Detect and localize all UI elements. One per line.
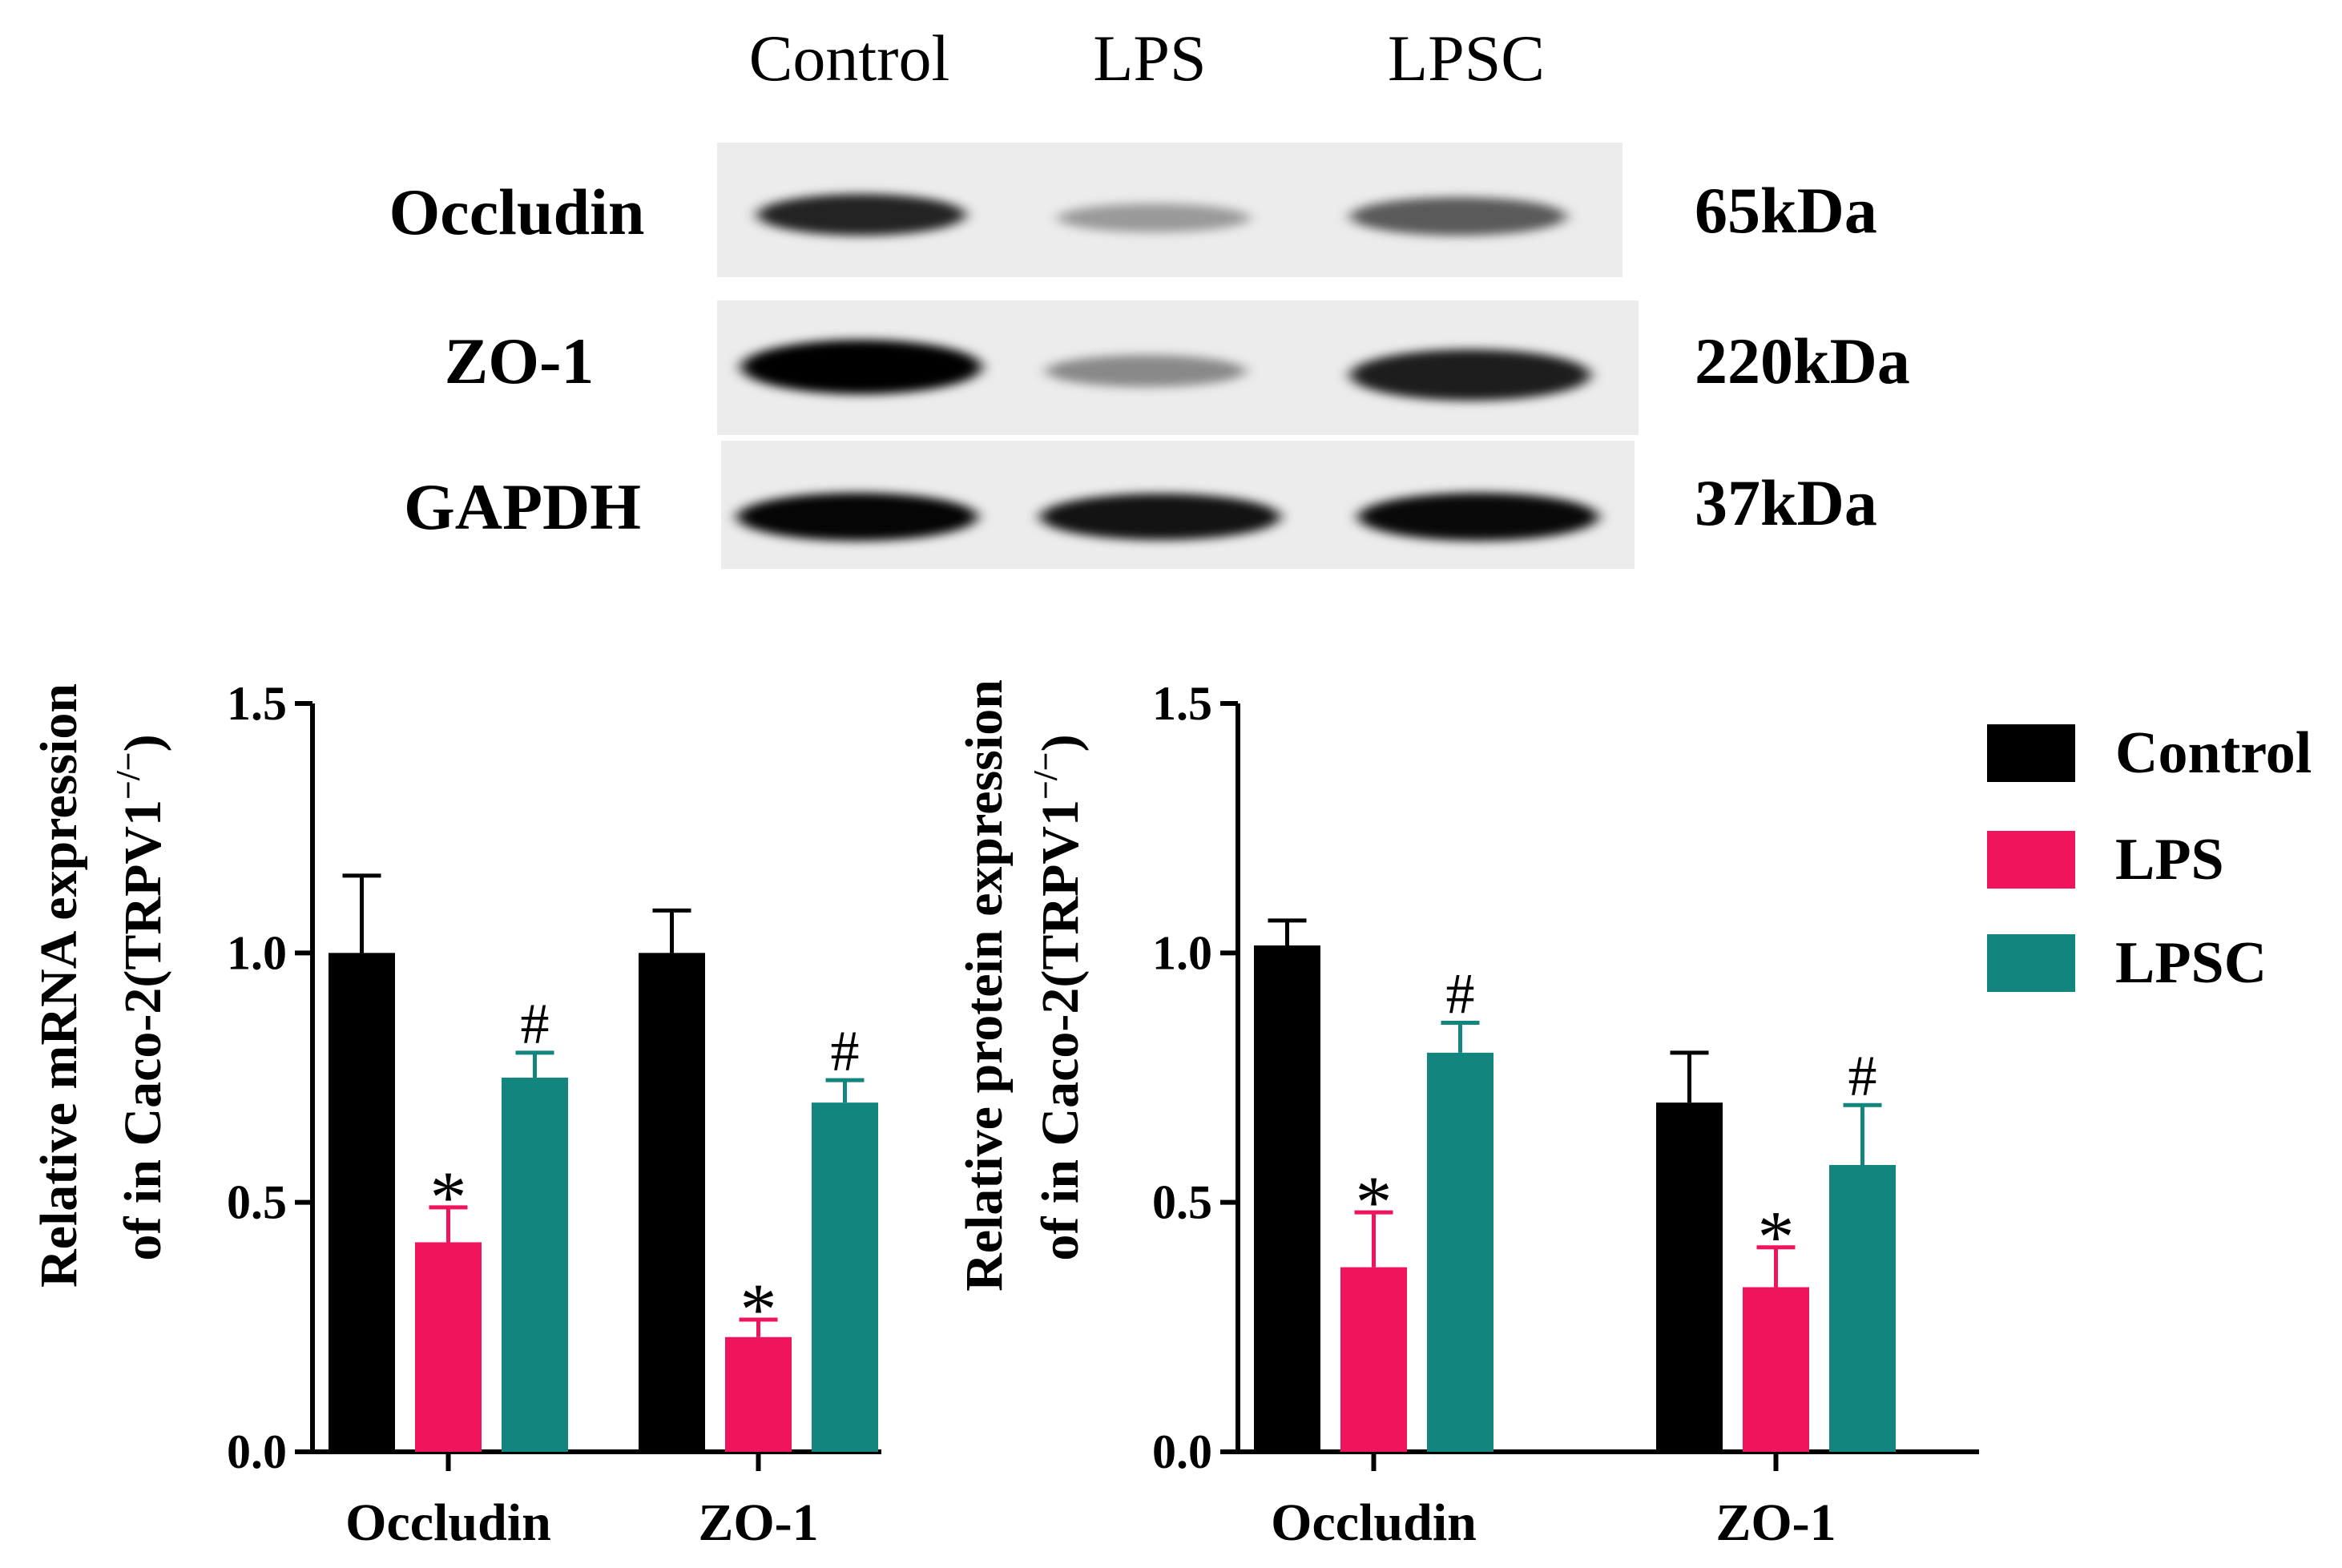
band-gapdh-lpsc (1358, 493, 1598, 541)
chart0-bar (415, 1242, 482, 1452)
size-label-gapdh: 37kDa (1695, 466, 1877, 539)
chart0-significance-mark: * (430, 1156, 467, 1238)
lane-label-lpsc: LPSC (1388, 22, 1545, 95)
chart0-bar (725, 1336, 792, 1452)
chart1-significance-mark: * (1758, 1196, 1795, 1278)
legend-label-control: Control (2115, 720, 2312, 786)
chart0-ytick-label: 0.5 (227, 1176, 287, 1229)
protein-label-occludin: Occludin (389, 175, 645, 248)
legend-swatch-control (1987, 724, 2075, 782)
lane-label-control: Control (749, 22, 950, 95)
chart0-bar (502, 1078, 568, 1452)
legend-swatch-lps (1987, 831, 2075, 889)
chart1-bar (1656, 1102, 1723, 1452)
chart0-xtick-label: ZO-1 (698, 1493, 818, 1552)
bands-zo1 (741, 340, 1590, 401)
chart1-bar (1340, 1267, 1407, 1452)
mrna-bar-chart: Relative mRNA expression of in Caco-2(TR… (30, 677, 881, 1552)
legend-label-lpsc: LPSC (2115, 930, 2267, 996)
chart1-ytick-label: 0.5 (1152, 1176, 1212, 1229)
chart0-bar (639, 953, 705, 1452)
band-gapdh-lps (1040, 494, 1280, 540)
chart0-significance-mark: * (740, 1268, 777, 1350)
chart1-xtick-label: Occludin (1271, 1493, 1477, 1552)
bands-gapdh (737, 493, 1598, 541)
chart1-ytick-label: 0.0 (1152, 1425, 1212, 1478)
chart1-ytick-label: 1.0 (1152, 926, 1212, 979)
size-label-occludin: 65kDa (1695, 174, 1877, 247)
chart0-significance-mark: # (831, 1019, 860, 1083)
western-blot: Control LPS LPSC Occludin ZO-1 GAPDH 65k… (389, 22, 1910, 569)
chart0-bar (812, 1102, 878, 1452)
chart1-ylabel: Relative protein expression (955, 679, 1014, 1292)
chart0-ytick-label: 1.5 (227, 677, 287, 730)
chart0-ylabel-line2: of in Caco-2(TRPV1−/−) (111, 734, 172, 1260)
legend-swatch-lpsc (1987, 934, 2075, 992)
lane-label-lps: LPS (1093, 22, 1206, 95)
chart1-bar (1743, 1287, 1809, 1452)
protein-label-zo1: ZO-1 (445, 324, 595, 397)
chart1-significance-mark: # (1446, 962, 1475, 1026)
protein-bar-chart: Relative protein expression of in Caco-2… (955, 677, 1979, 1552)
legend: Control LPS LPSC (1987, 720, 2312, 996)
size-label-zo1: 220kDa (1695, 324, 1910, 397)
chart1-significance-mark: # (1848, 1044, 1877, 1108)
band-zo1-lps (1046, 355, 1246, 387)
chart1-bar (1829, 1164, 1896, 1452)
chart0-ylabel: Relative mRNA expression (30, 683, 88, 1288)
band-occludin-control (757, 194, 965, 236)
chart0-xtick-label: Occludin (345, 1493, 551, 1552)
band-gapdh-control (737, 493, 978, 541)
band-zo1-lpsc (1350, 349, 1590, 401)
chart1-ytick-label: 1.5 (1152, 677, 1212, 730)
band-occludin-lps (1058, 204, 1250, 232)
chart1-ylabel-line2: of in Caco-2(TRPV1−/−) (1028, 734, 1090, 1260)
chart0-bar (329, 953, 395, 1452)
chart0-significance-mark: # (521, 992, 550, 1056)
protein-label-gapdh: GAPDH (404, 470, 641, 543)
chart1-significance-mark: * (1356, 1161, 1393, 1243)
band-occludin-lpsc (1350, 197, 1566, 236)
chart1-bar (1427, 1052, 1493, 1452)
band-zo1-control (741, 340, 982, 394)
chart1-xtick-label: ZO-1 (1715, 1493, 1836, 1552)
chart0-ytick-label: 0.0 (227, 1425, 287, 1478)
bands-occludin (757, 194, 1566, 236)
chart1-bar (1254, 945, 1320, 1452)
chart0-ytick-label: 1.0 (227, 926, 287, 979)
legend-label-lps: LPS (2115, 827, 2224, 893)
